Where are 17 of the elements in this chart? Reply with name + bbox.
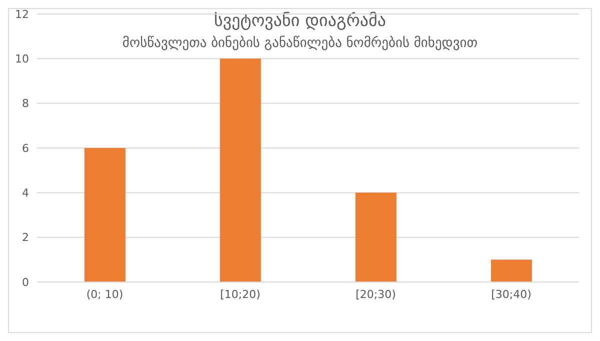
- x-tick-label: [10;20): [220, 288, 260, 301]
- y-tick-label: 4: [22, 186, 29, 200]
- y-tick-label: 12: [15, 8, 29, 21]
- bar: [220, 58, 261, 282]
- bar: [355, 192, 396, 282]
- y-tick-label: 10: [15, 52, 29, 66]
- x-tick-label: (0; 10): [86, 288, 124, 301]
- x-tick-label: [20;30): [356, 288, 396, 301]
- bar: [490, 260, 532, 282]
- y-tick-label: 2: [22, 231, 29, 244]
- text: მოსწავლეთა ბინების განაწილება ნომრების მიხედვით: [121, 35, 479, 51]
- y-tick-label: 6: [22, 142, 29, 155]
- chart-title: სვეტოვანი დიაგრამა: [214, 11, 386, 31]
- y-tick-label: 0: [22, 276, 29, 289]
- x-tick-label: [30;40): [491, 288, 532, 301]
- bar: [84, 148, 126, 282]
- y-tick-label: 8: [22, 97, 29, 110]
